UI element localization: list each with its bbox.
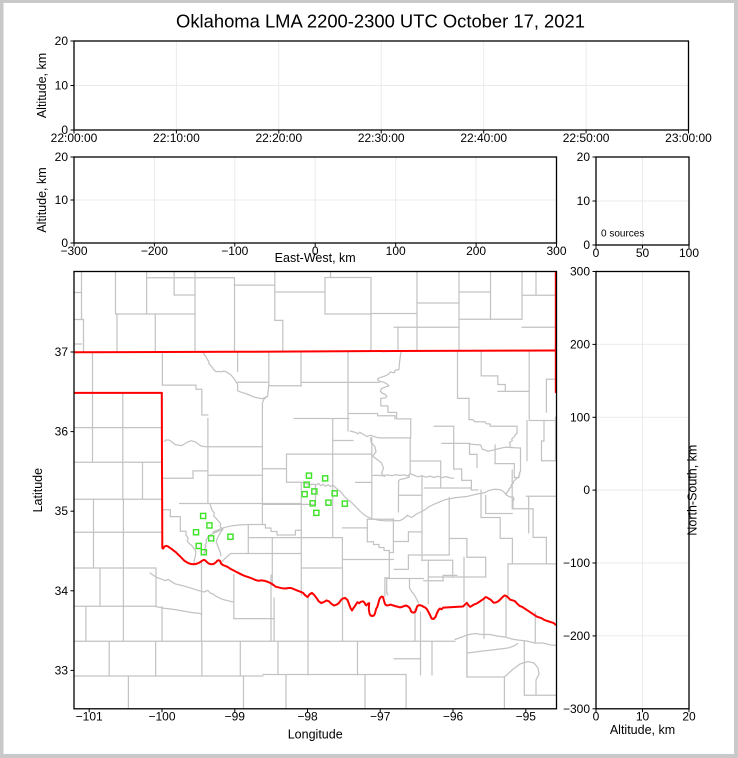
svg-text:−300: −300 xyxy=(563,702,590,716)
svg-text:22:00:00: 22:00:00 xyxy=(51,131,98,145)
svg-text:0: 0 xyxy=(583,238,590,252)
svg-text:34: 34 xyxy=(55,584,69,598)
svg-text:0: 0 xyxy=(593,710,600,724)
svg-text:300: 300 xyxy=(570,265,590,279)
svg-text:−100: −100 xyxy=(221,244,248,258)
svg-text:22:10:00: 22:10:00 xyxy=(153,131,200,145)
svg-text:50: 50 xyxy=(636,246,650,260)
svg-text:10: 10 xyxy=(577,194,591,208)
svg-text:20: 20 xyxy=(577,150,591,164)
svg-text:−100: −100 xyxy=(148,710,175,724)
svg-text:0: 0 xyxy=(583,483,590,497)
svg-text:Oklahoma LMA 2200-2300 UTC Oct: Oklahoma LMA 2200-2300 UTC October 17, 2… xyxy=(176,11,585,32)
svg-text:−200: −200 xyxy=(563,629,590,643)
svg-text:20: 20 xyxy=(682,710,696,724)
svg-text:−97: −97 xyxy=(370,710,391,724)
svg-text:37: 37 xyxy=(55,345,69,359)
svg-text:−95: −95 xyxy=(516,710,537,724)
svg-text:East-West, km: East-West, km xyxy=(275,251,356,265)
svg-text:−100: −100 xyxy=(563,556,590,570)
svg-text:−300: −300 xyxy=(60,244,87,258)
svg-text:20: 20 xyxy=(55,150,69,164)
svg-text:20: 20 xyxy=(55,34,69,48)
svg-text:36: 36 xyxy=(55,425,69,439)
svg-text:200: 200 xyxy=(466,244,486,258)
svg-text:−200: −200 xyxy=(141,244,168,258)
svg-text:Altitude, km: Altitude, km xyxy=(610,723,675,737)
svg-text:300: 300 xyxy=(546,244,566,258)
svg-text:22:40:00: 22:40:00 xyxy=(460,131,507,145)
svg-text:0: 0 xyxy=(312,244,319,258)
svg-text:33: 33 xyxy=(55,663,69,677)
svg-text:Altitude, km: Altitude, km xyxy=(35,53,49,118)
svg-text:Longitude: Longitude xyxy=(288,728,343,742)
svg-text:0: 0 xyxy=(593,246,600,260)
svg-text:10: 10 xyxy=(55,79,69,93)
svg-text:10: 10 xyxy=(55,193,69,207)
svg-text:23:00:00: 23:00:00 xyxy=(665,131,712,145)
svg-text:−101: −101 xyxy=(76,710,103,724)
svg-text:100: 100 xyxy=(386,244,406,258)
svg-text:−99: −99 xyxy=(225,710,246,724)
svg-text:10: 10 xyxy=(636,710,650,724)
svg-text:−98: −98 xyxy=(297,710,318,724)
svg-text:22:20:00: 22:20:00 xyxy=(255,131,302,145)
svg-text:0: 0 xyxy=(61,123,68,137)
svg-text:22:50:00: 22:50:00 xyxy=(563,131,610,145)
svg-text:Altitude, km: Altitude, km xyxy=(35,167,49,232)
svg-text:0: 0 xyxy=(61,236,68,250)
svg-text:200: 200 xyxy=(570,337,590,351)
svg-text:100: 100 xyxy=(570,410,590,424)
svg-text:Latitude: Latitude xyxy=(31,468,45,513)
svg-text:North-South, km: North-South, km xyxy=(685,445,699,536)
svg-text:100: 100 xyxy=(679,246,699,260)
svg-text:35: 35 xyxy=(55,504,69,518)
svg-text:22:30:00: 22:30:00 xyxy=(358,131,405,145)
svg-text:0 sources: 0 sources xyxy=(601,229,644,240)
svg-text:−96: −96 xyxy=(443,710,464,724)
